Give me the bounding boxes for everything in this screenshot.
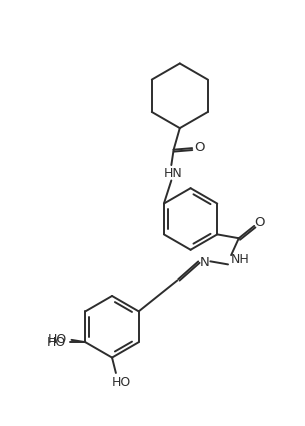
Text: O: O [195, 141, 205, 154]
Text: HN: HN [163, 167, 182, 180]
Text: NH: NH [231, 253, 250, 265]
Text: HO: HO [112, 377, 131, 389]
Text: O: O [254, 216, 265, 229]
Text: HO: HO [48, 333, 67, 345]
Text: HO: HO [46, 337, 66, 349]
Text: N: N [199, 256, 209, 269]
